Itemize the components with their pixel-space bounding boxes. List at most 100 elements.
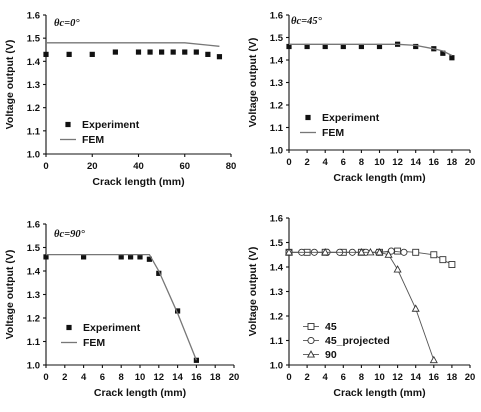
- data-point: [340, 43, 346, 50]
- data-point: [440, 50, 446, 56]
- legend-label: FEM: [322, 127, 344, 139]
- series-line: [46, 253, 198, 361]
- data-point: [81, 254, 87, 260]
- x-tick-label: 12: [392, 157, 403, 168]
- x-tick-label: 12: [154, 372, 165, 383]
- series-90: [284, 247, 438, 364]
- x-tick-label: 10: [135, 372, 146, 383]
- data-point: [358, 43, 364, 50]
- panel-annotation: θc=0°: [54, 18, 80, 29]
- x-tick-label: 6: [100, 372, 105, 383]
- y-axis-label: Voltage output (V): [247, 38, 259, 128]
- data-point: [156, 270, 162, 276]
- legend-entry: FEM: [61, 337, 105, 349]
- y-tick-label: 1.5: [270, 33, 284, 44]
- x-tick-label: 80: [226, 161, 237, 172]
- data-point: [412, 248, 420, 256]
- data-point: [112, 49, 118, 55]
- data-point: [43, 254, 49, 260]
- y-tick-label: 1.2: [270, 312, 283, 323]
- x-tick-label: 0: [286, 157, 291, 168]
- y-tick-label: 1.4: [27, 267, 41, 278]
- data-point: [449, 55, 455, 61]
- legend-entry: Experiment: [305, 112, 380, 124]
- panel-annotation: θc=45°: [291, 16, 323, 27]
- data-point: [430, 251, 438, 259]
- x-tick-label: 14: [410, 372, 421, 383]
- series-line: [46, 42, 220, 47]
- legend-label: Experiment: [322, 112, 380, 124]
- legend-label: Experiment: [82, 119, 140, 131]
- y-tick-label: 1.1: [27, 337, 41, 348]
- x-tick-label: 0: [43, 161, 48, 172]
- data-point: [429, 355, 438, 364]
- y-tick-label: 1.5: [27, 34, 41, 45]
- series-fem: [289, 43, 453, 57]
- series-line: [289, 43, 453, 57]
- y-tick-label: 1.0: [27, 150, 40, 161]
- data-point: [147, 49, 153, 55]
- x-tick-label: 0: [43, 372, 48, 383]
- y-tick-label: 1.2: [27, 103, 40, 114]
- series-experiment: [43, 49, 223, 60]
- y-tick-label: 1.6: [270, 11, 283, 22]
- x-axis-label: Crack length (mm): [333, 172, 425, 184]
- y-tick-label: 1.6: [27, 11, 40, 22]
- y-tick-label: 1.2: [27, 314, 40, 325]
- y-tick-label: 1.5: [270, 238, 284, 249]
- y-tick-label: 1.0: [270, 146, 283, 157]
- legend-label: Experiment: [83, 322, 141, 334]
- legend-marker: [307, 336, 315, 345]
- x-tick-label: 16: [191, 372, 202, 383]
- chart-panel-3: 1.0 1.1 1.2 1.3 1.4 1.5 1.6 0 2 4 6 8 10 12 14 16 18 20 Cr…: [4, 220, 239, 400]
- x-tick-label: 6: [341, 157, 346, 168]
- x-tick-label: 20: [465, 372, 476, 383]
- x-tick-label: 16: [429, 157, 440, 168]
- panel-annotation: θc=90°: [54, 229, 86, 240]
- y-axis-label: Voltage output (V): [4, 40, 16, 130]
- data-point: [89, 51, 95, 57]
- data-point: [357, 247, 366, 256]
- legend-marker: [305, 114, 311, 121]
- y-tick-label: 1.4: [27, 57, 41, 68]
- x-tick-label: 4: [323, 157, 329, 168]
- y-tick-label: 1.6: [27, 220, 40, 231]
- data-point: [304, 43, 310, 50]
- data-point: [413, 43, 419, 50]
- y-tick-label: 1.3: [27, 80, 40, 91]
- x-axis-label: Crack length (mm): [92, 176, 184, 188]
- legend-entry: 90: [303, 349, 337, 361]
- data-point: [322, 43, 328, 50]
- y-tick-label: 1.2: [270, 101, 283, 112]
- data-point: [170, 49, 176, 55]
- y-tick-label: 1.4: [270, 56, 284, 67]
- data-point: [205, 51, 211, 57]
- legend-entry: Experiment: [66, 322, 141, 334]
- data-point: [411, 304, 420, 312]
- x-tick-label: 10: [374, 157, 385, 168]
- data-point: [321, 247, 330, 256]
- x-axis-label: Crack length (mm): [94, 387, 186, 399]
- data-point: [286, 43, 292, 50]
- x-tick-label: 12: [392, 372, 403, 383]
- chart-panel-2: 1.0 1.1 1.2 1.3 1.4 1.5 1.6 0 2 4 6 8 10 12 14 16 18 20 Cr…: [247, 11, 475, 185]
- data-point: [118, 254, 124, 260]
- x-tick-label: 18: [447, 372, 458, 383]
- x-tick-label: 14: [410, 157, 421, 168]
- data-point: [284, 247, 294, 256]
- legend-entry: Experiment: [65, 119, 140, 131]
- legend-entry: 45_projected: [303, 335, 390, 347]
- y-tick-label: 1.5: [27, 243, 41, 254]
- x-tick-label: 40: [133, 161, 144, 172]
- y-tick-label: 1.3: [270, 78, 283, 89]
- data-point: [66, 51, 72, 57]
- x-tick-label: 16: [429, 372, 440, 383]
- legend-label: 90: [325, 349, 337, 361]
- x-tick-label: 2: [62, 372, 67, 383]
- data-point: [393, 265, 402, 273]
- legend-marker: [306, 350, 316, 358]
- x-tick-label: 0: [286, 372, 291, 383]
- x-tick-label: 20: [465, 157, 476, 168]
- x-tick-label: 60: [179, 161, 190, 172]
- y-tick-label: 1.6: [270, 214, 283, 225]
